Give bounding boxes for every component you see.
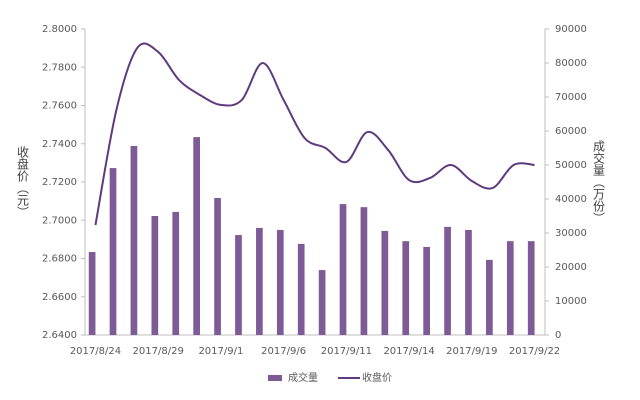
x-tick-label: 2017/9/11 xyxy=(321,346,372,357)
x-tick-label: 2017/9/19 xyxy=(446,346,497,357)
bar xyxy=(256,227,263,335)
y2-tick-label: 60000 xyxy=(555,126,587,137)
y2-tick-label: 40000 xyxy=(555,194,587,205)
x-tick-label: 2017/8/29 xyxy=(133,346,184,357)
x-tick-label: 2017/8/24 xyxy=(70,346,121,357)
y-tick-label: 2.6600 xyxy=(42,292,77,303)
bar xyxy=(214,197,221,335)
y2-tick-label: 90000 xyxy=(555,24,587,35)
bar xyxy=(402,241,410,335)
bar xyxy=(339,204,347,335)
bar xyxy=(381,230,389,335)
bar xyxy=(193,137,200,335)
y-tick-label: 2.7800 xyxy=(42,62,77,73)
bar xyxy=(423,246,430,335)
y2-tick-label: 50000 xyxy=(555,160,587,171)
legend-label: 成交量 xyxy=(288,371,318,384)
bar xyxy=(130,145,138,335)
bar xyxy=(465,229,472,335)
x-tick-label: 2017/9/14 xyxy=(383,346,434,357)
bar xyxy=(297,243,305,335)
legend-swatch xyxy=(268,375,282,381)
bar xyxy=(506,241,514,335)
y-tick-label: 2.7000 xyxy=(42,215,77,226)
bar xyxy=(109,168,117,335)
bar xyxy=(318,270,326,335)
y2-axis-label: 成交量（万份） xyxy=(592,140,606,224)
bar xyxy=(235,235,242,335)
bar xyxy=(444,226,451,335)
y2-tick-label: 10000 xyxy=(555,296,587,307)
x-tick-label: 2017/9/22 xyxy=(509,346,560,357)
bar xyxy=(276,229,284,335)
line xyxy=(94,42,535,226)
x-tick-label: 2017/9/6 xyxy=(261,346,306,357)
bar xyxy=(88,252,96,335)
bar xyxy=(486,259,493,335)
y-tick-label: 2.6400 xyxy=(42,330,77,341)
bar xyxy=(151,216,159,335)
y-tick-label: 2.7600 xyxy=(42,101,77,112)
y-tick-label: 2.8000 xyxy=(42,24,77,35)
bar xyxy=(172,211,180,335)
y-axis-label: 收盘价（元） xyxy=(16,146,30,218)
y2-tick-label: 80000 xyxy=(555,58,587,69)
y-tick-label: 2.7400 xyxy=(42,139,77,150)
y2-tick-label: 20000 xyxy=(555,262,587,273)
legend-label: 收盘价 xyxy=(362,371,392,384)
bar xyxy=(360,207,368,335)
y2-tick-label: 70000 xyxy=(555,92,587,103)
y-tick-label: 2.6800 xyxy=(42,254,77,265)
y-tick-label: 2.7200 xyxy=(42,177,77,188)
bar xyxy=(527,241,535,335)
y2-tick-label: 0 xyxy=(555,330,561,341)
x-tick-label: 2017/9/1 xyxy=(198,346,243,357)
y2-tick-label: 30000 xyxy=(555,228,587,239)
